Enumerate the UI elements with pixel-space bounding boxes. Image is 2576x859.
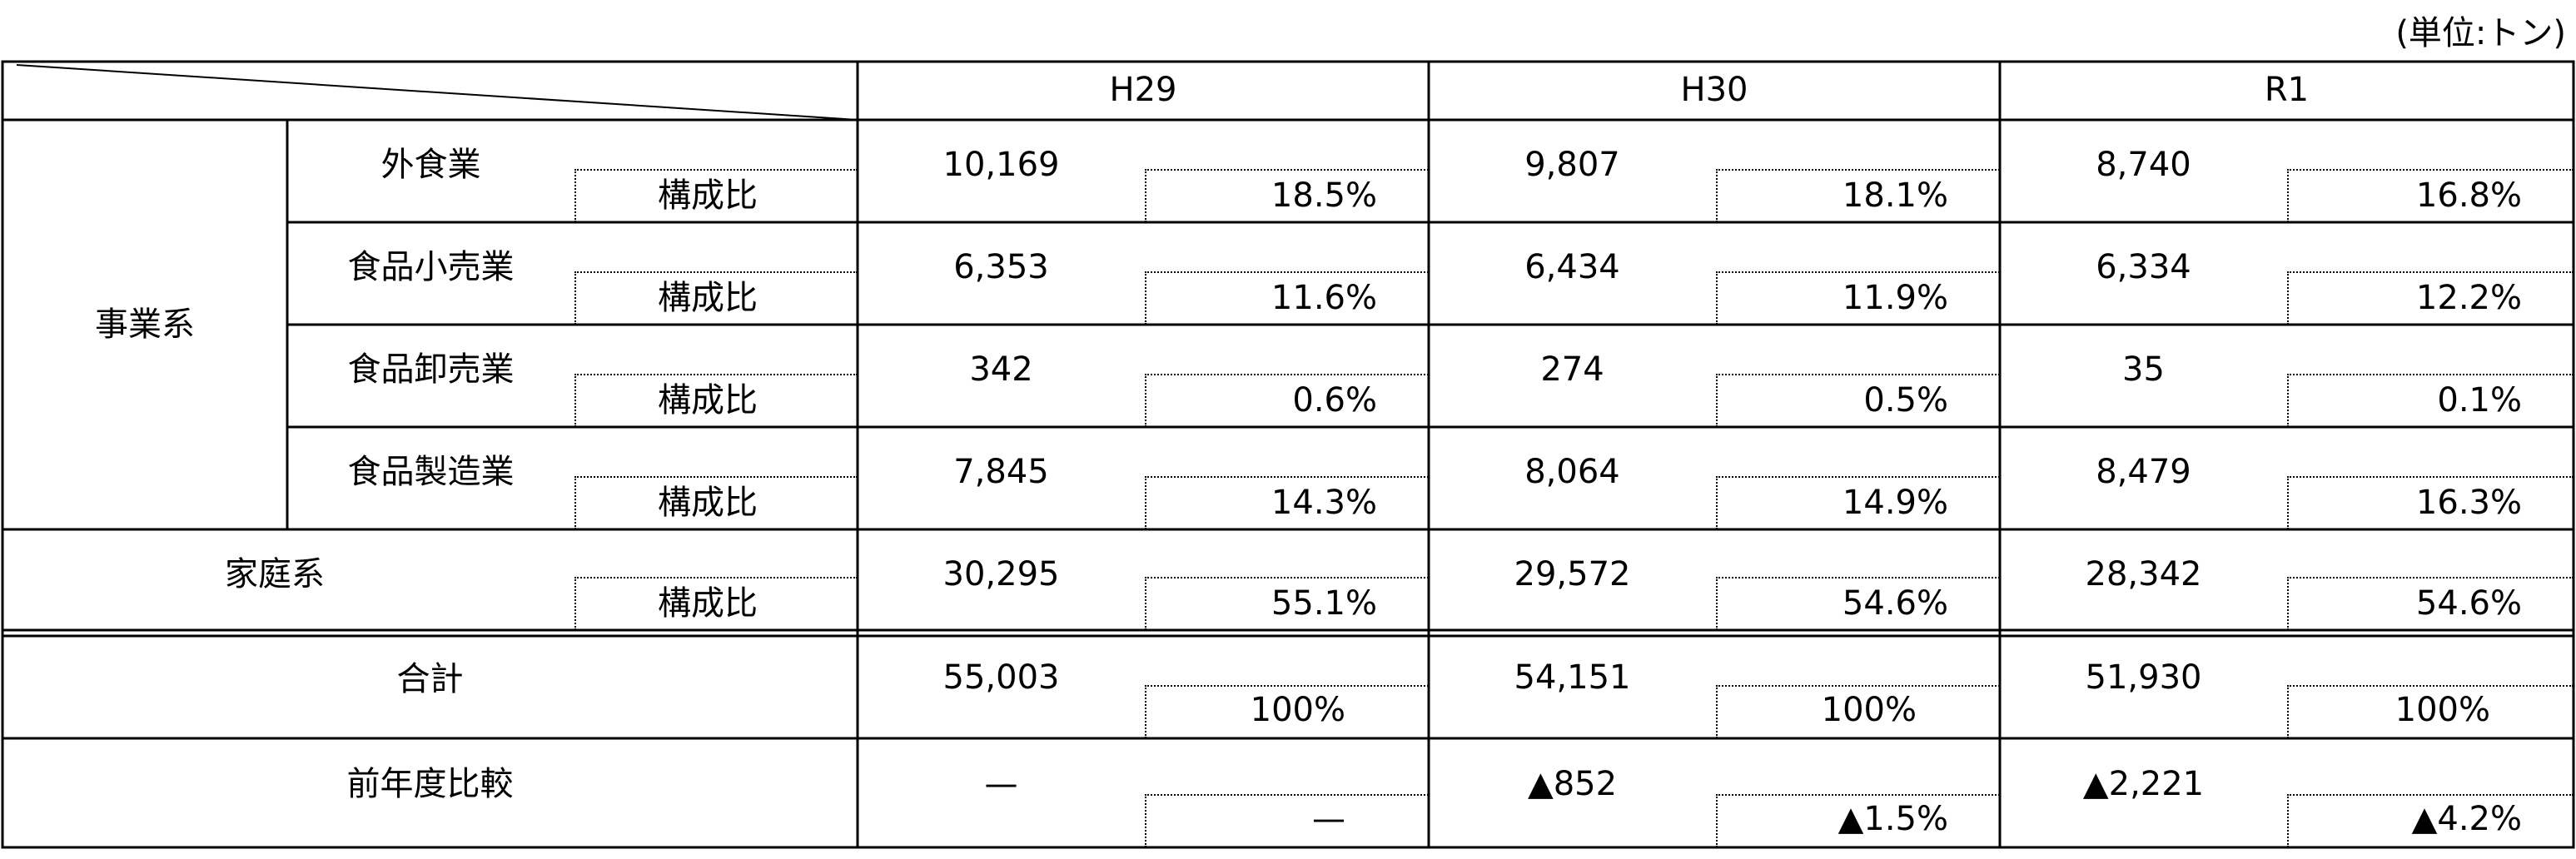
ratio-box (1716, 577, 2000, 630)
ratio-box (2287, 685, 2574, 738)
ratio-label: 構成比 (658, 381, 758, 420)
ratio-label: 構成比 (658, 584, 758, 623)
value-cell: 6,353 (953, 248, 1049, 286)
ratio-cell: 55.1% (1271, 584, 1377, 623)
ratio-cell: 100% (1250, 691, 1345, 729)
ratio-label: 構成比 (658, 176, 758, 215)
value-cell: 51,930 (2085, 658, 2202, 697)
ratio-box (574, 577, 858, 630)
row-label: 食品卸売業 (347, 350, 515, 389)
value-cell: 54,151 (1514, 658, 1631, 697)
ratio-cell: 16.3% (2415, 484, 2522, 522)
value-cell: 35 (2122, 350, 2165, 389)
ratio-box (1716, 794, 2000, 847)
ratio-cell: 0.1% (2437, 381, 2522, 420)
ratio-cell: 16.8% (2415, 176, 2522, 215)
ratio-cell: 54.6% (2415, 584, 2522, 623)
ratio-cell: 12.2% (2415, 279, 2522, 317)
waste-table: H29 H30 R1 事業系 外食業 構成比 10,169 18.5% 9,80… (0, 60, 2576, 851)
ratio-cell: 54.6% (1842, 584, 1948, 623)
ratio-box (2287, 577, 2574, 630)
value-cell: 55,003 (942, 658, 1060, 697)
ratio-cell: 11.9% (1842, 279, 1948, 317)
ratio-box (1716, 374, 2000, 427)
value-cell: ▲852 (1527, 765, 1618, 803)
ratio-label: 構成比 (658, 484, 758, 522)
ratio-cell: 100% (1821, 691, 1917, 729)
value-cell: 8,479 (2096, 453, 2191, 491)
row-label: 外食業 (380, 146, 481, 184)
ratio-box (1716, 476, 2000, 529)
value-cell: 8,064 (1524, 453, 1620, 491)
value-cell: 9,807 (1524, 146, 1620, 184)
ratio-box (1145, 476, 1429, 529)
value-cell: 10,169 (942, 146, 1060, 184)
ratio-box (2287, 169, 2574, 222)
value-cell: 8,740 (2096, 146, 2191, 184)
table-lines (1, 60, 2575, 849)
ratio-box (2287, 476, 2574, 529)
row-label: 家庭系 (225, 555, 325, 593)
ratio-box (1145, 169, 1429, 222)
value-cell: 6,434 (1524, 248, 1620, 286)
value-cell: 342 (969, 350, 1033, 389)
ratio-cell: ▲1.5% (1838, 800, 1948, 838)
ratio-box (2287, 271, 2574, 325)
comparison-label: 前年度比較 (346, 765, 514, 803)
value-cell: 274 (1540, 350, 1604, 389)
ratio-cell: 0.6% (1292, 381, 1377, 420)
ratio-box (2287, 794, 2574, 847)
ratio-box (1145, 685, 1429, 738)
value-cell: 6,334 (2096, 248, 2191, 286)
value-cell: 30,295 (942, 555, 1060, 593)
business-group-label: 事業系 (95, 305, 195, 344)
ratio-label: 構成比 (658, 279, 758, 317)
ratio-cell: 0.5% (1863, 381, 1948, 420)
ratio-box (1716, 271, 2000, 325)
ratio-cell: ▲4.2% (2411, 800, 2522, 838)
ratio-cell: 18.1% (1842, 176, 1948, 215)
total-label: 合計 (396, 660, 464, 698)
ratio-cell: 11.6% (1271, 279, 1377, 317)
value-cell: — (984, 765, 1018, 803)
ratio-box (1716, 685, 2000, 738)
ratio-cell: — (1312, 800, 1345, 838)
column-header-h30: H30 (1680, 71, 1748, 109)
ratio-box (574, 271, 858, 325)
ratio-box (1145, 577, 1429, 630)
value-cell: 29,572 (1514, 555, 1631, 593)
column-header-h29: H29 (1109, 71, 1177, 109)
ratio-cell: 14.3% (1271, 484, 1377, 522)
ratio-box (1145, 794, 1429, 847)
ratio-box (574, 374, 858, 427)
ratio-box (1716, 169, 2000, 222)
column-header-r1: R1 (2264, 71, 2310, 109)
ratio-box (574, 169, 858, 222)
row-label: 食品小売業 (347, 248, 515, 286)
row-label: 食品製造業 (347, 453, 515, 491)
ratio-cell: 14.9% (1842, 484, 1948, 522)
value-cell: 7,845 (953, 453, 1049, 491)
ratio-cell: 100% (2394, 691, 2490, 729)
ratio-box (1145, 374, 1429, 427)
ratio-cell: 18.5% (1271, 176, 1377, 215)
ratio-box (2287, 374, 2574, 427)
ratio-box (574, 476, 858, 529)
ratio-box (1145, 271, 1429, 325)
value-cell: ▲2,221 (2082, 765, 2205, 803)
header-diagonal (16, 64, 858, 121)
unit-label: (単位:トン) (2395, 14, 2566, 52)
value-cell: 28,342 (2085, 555, 2202, 593)
